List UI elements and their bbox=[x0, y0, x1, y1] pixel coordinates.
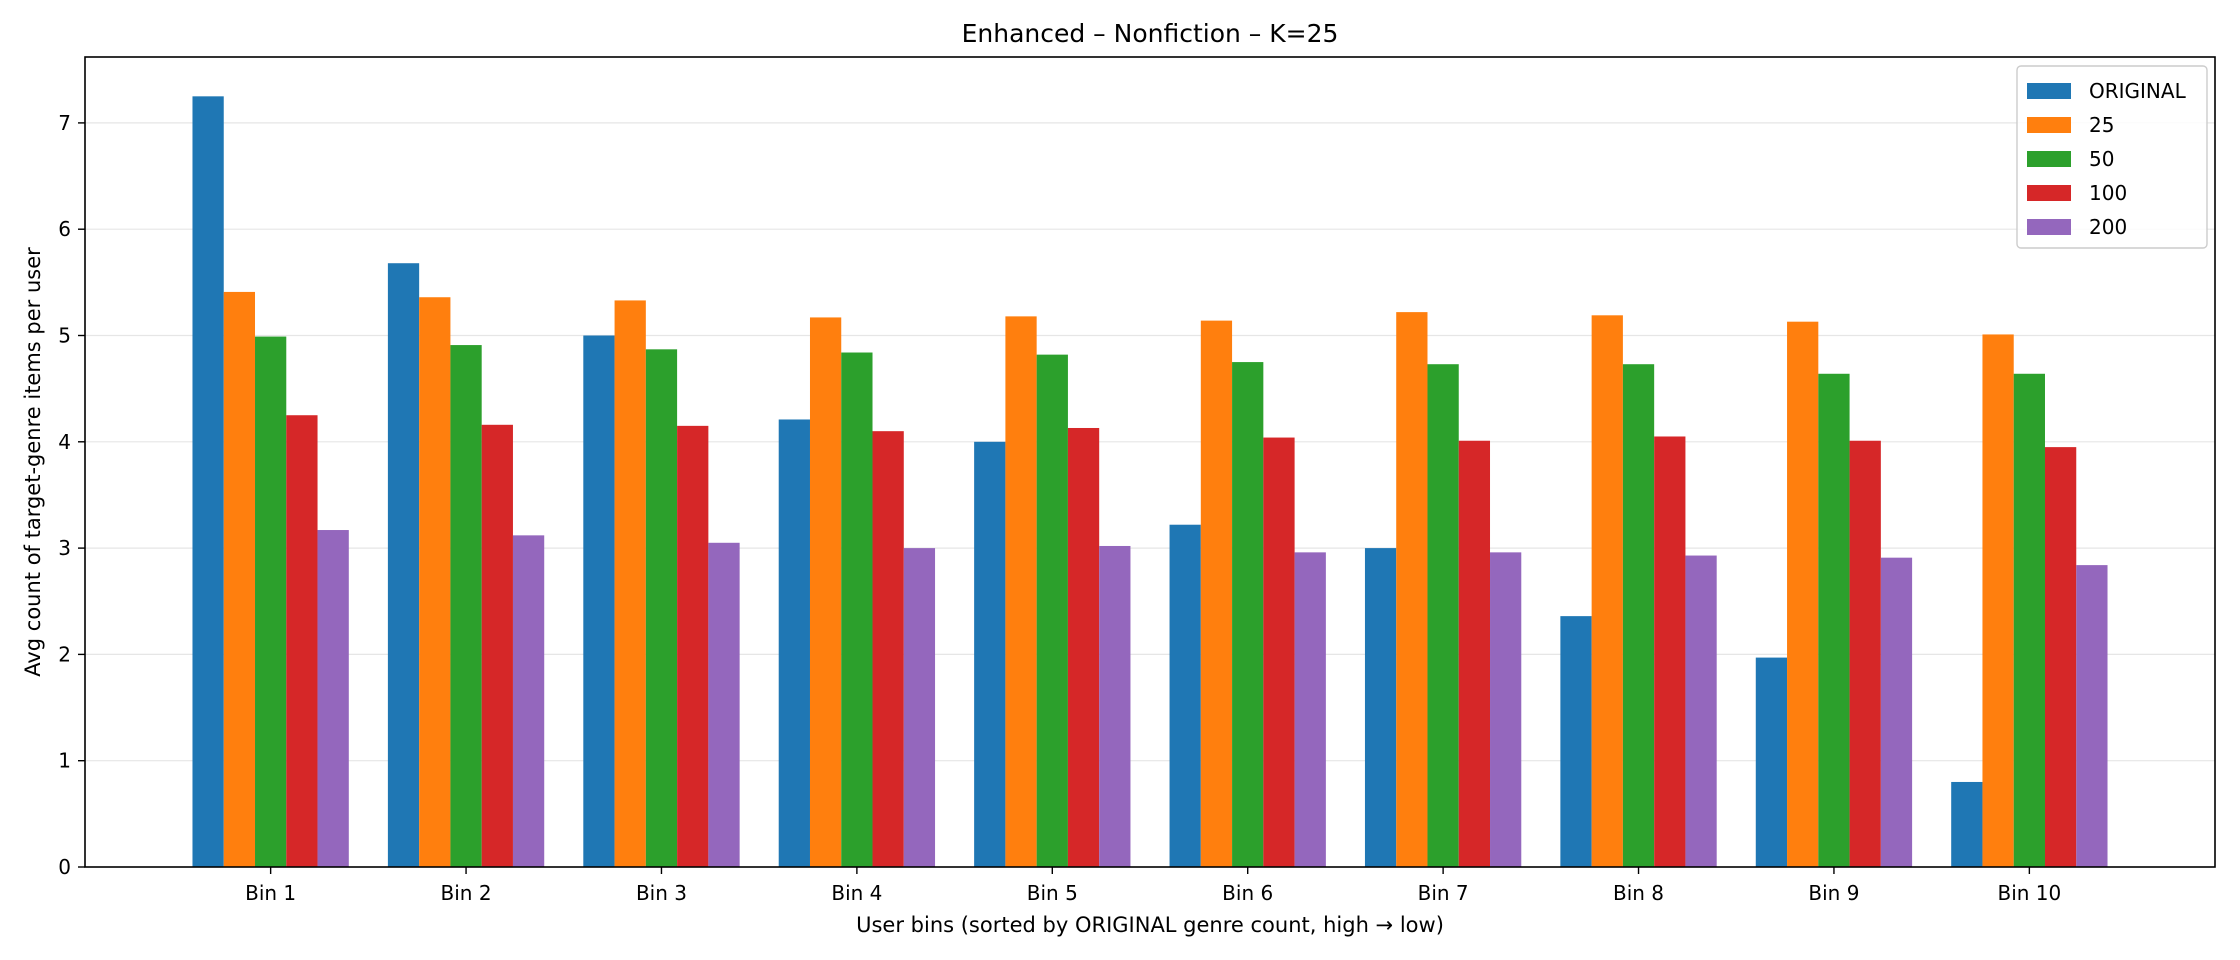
bar-original-bin-1 bbox=[192, 96, 224, 868]
y-tick-label-5: 5 bbox=[58, 324, 71, 348]
bar-25-bin-1 bbox=[223, 291, 256, 867]
bar-100-bin-9 bbox=[1849, 440, 1881, 867]
bar-200-bin-5 bbox=[1099, 545, 1131, 867]
bar-100-bin-6 bbox=[1263, 437, 1295, 867]
bar-50-bin-4 bbox=[841, 352, 873, 867]
x-tick-label-3: Bin 3 bbox=[636, 881, 687, 905]
bar-50-bin-9 bbox=[1818, 373, 1850, 867]
bar-200-bin-4 bbox=[903, 548, 936, 867]
bar-original-bin-7 bbox=[1364, 548, 1397, 867]
bar-original-bin-2 bbox=[387, 263, 420, 867]
y-tick-label-7: 7 bbox=[58, 111, 71, 135]
x-tick-label-2: Bin 2 bbox=[441, 881, 492, 905]
bar-200-bin-2 bbox=[512, 535, 545, 867]
bar-25-bin-6 bbox=[1200, 320, 1233, 867]
bar-200-bin-10 bbox=[2076, 565, 2108, 867]
bar-100-bin-7 bbox=[1458, 440, 1491, 867]
y-tick-label-3: 3 bbox=[58, 536, 71, 560]
x-tick-label-5: Bin 5 bbox=[1027, 881, 1078, 905]
bar-100-bin-4 bbox=[872, 431, 904, 867]
bars bbox=[192, 96, 2108, 868]
y-tick-label-0: 0 bbox=[58, 855, 71, 879]
x-tick-label-8: Bin 8 bbox=[1613, 881, 1664, 905]
bar-50-bin-5 bbox=[1036, 354, 1068, 867]
x-tick-label-6: Bin 6 bbox=[1222, 881, 1273, 905]
bar-200-bin-1 bbox=[317, 530, 349, 867]
bar-200-bin-8 bbox=[1685, 555, 1717, 867]
plot-frame bbox=[84, 56, 2216, 868]
bar-100-bin-10 bbox=[2044, 447, 2077, 867]
bar-50-bin-7 bbox=[1427, 364, 1459, 867]
bar-original-bin-4 bbox=[778, 419, 810, 867]
x-tick-label-9: Bin 9 bbox=[1808, 881, 1859, 905]
x-tick-label-4: Bin 4 bbox=[831, 881, 882, 905]
legend-label-50: 50 bbox=[2089, 147, 2114, 171]
x-tick-label-7: Bin 7 bbox=[1418, 881, 1469, 905]
bar-original-bin-8 bbox=[1560, 616, 1592, 867]
bar-100-bin-2 bbox=[481, 424, 513, 867]
bar-original-bin-5 bbox=[974, 441, 1006, 867]
bar-50-bin-3 bbox=[645, 349, 678, 867]
legend-swatch-original bbox=[2027, 83, 2071, 99]
legend-label-200: 200 bbox=[2089, 215, 2127, 239]
bar-200-bin-6 bbox=[1294, 552, 1326, 867]
bar-200-bin-9 bbox=[1880, 557, 1913, 867]
bar-25-bin-7 bbox=[1396, 312, 1428, 867]
legend-label-original: ORIGINAL bbox=[2089, 79, 2187, 103]
bar-25-bin-5 bbox=[1005, 316, 1037, 867]
bar-original-bin-9 bbox=[1755, 657, 1788, 867]
y-axis-label: Avg count of target-genre items per user bbox=[21, 247, 45, 677]
y-axis: 0 1 2 3 4 5 6 7 bbox=[58, 111, 85, 879]
bar-original-bin-6 bbox=[1169, 524, 1201, 867]
legend-label-100: 100 bbox=[2089, 181, 2127, 205]
bar-100-bin-1 bbox=[286, 415, 318, 867]
legend-swatch-200 bbox=[2027, 219, 2071, 235]
legend-label-25: 25 bbox=[2089, 113, 2114, 137]
bar-50-bin-8 bbox=[1622, 364, 1655, 867]
bar-25-bin-9 bbox=[1787, 321, 1819, 867]
x-axis-label: User bins (sorted by ORIGINAL genre coun… bbox=[856, 913, 1444, 937]
bar-25-bin-10 bbox=[1982, 334, 2014, 868]
legend-swatch-50 bbox=[2027, 151, 2071, 167]
bar-25-bin-3 bbox=[614, 300, 646, 868]
bar-25-bin-4 bbox=[809, 317, 842, 867]
bar-25-bin-8 bbox=[1591, 315, 1623, 867]
legend-swatch-25 bbox=[2027, 117, 2071, 133]
y-tick-label-4: 4 bbox=[58, 430, 71, 454]
y-tick-label-1: 1 bbox=[58, 749, 71, 773]
x-tick-label-10: Bin 10 bbox=[1997, 881, 2061, 905]
chart-title: Enhanced – Nonfiction – K=25 bbox=[962, 19, 1339, 48]
bar-original-bin-10 bbox=[1951, 781, 1983, 867]
bar-100-bin-5 bbox=[1067, 427, 1100, 867]
bar-50-bin-2 bbox=[450, 345, 482, 867]
legend: ORIGINAL 25 50 100 200 bbox=[2016, 65, 2208, 249]
bar-100-bin-8 bbox=[1654, 436, 1686, 867]
x-tick-label-1: Bin 1 bbox=[245, 881, 296, 905]
bar-50-bin-10 bbox=[2013, 373, 2045, 867]
y-tick-label-6: 6 bbox=[58, 217, 71, 241]
bar-50-bin-1 bbox=[255, 336, 287, 868]
bar-original-bin-3 bbox=[583, 335, 615, 868]
bar-100-bin-3 bbox=[677, 425, 709, 867]
legend-swatch-100 bbox=[2027, 185, 2071, 201]
bar-200-bin-7 bbox=[1490, 552, 1522, 867]
x-axis: Bin 1 Bin 2 Bin 3 Bin 4 Bin 5 Bin 6 Bin 7 Bin 8… bbox=[245, 867, 2061, 905]
bar-200-bin-3 bbox=[708, 542, 740, 867]
bar-25-bin-2 bbox=[419, 297, 451, 867]
y-tick-label-2: 2 bbox=[58, 642, 71, 666]
legend-box bbox=[2016, 65, 2208, 249]
bar-50-bin-6 bbox=[1232, 362, 1264, 867]
